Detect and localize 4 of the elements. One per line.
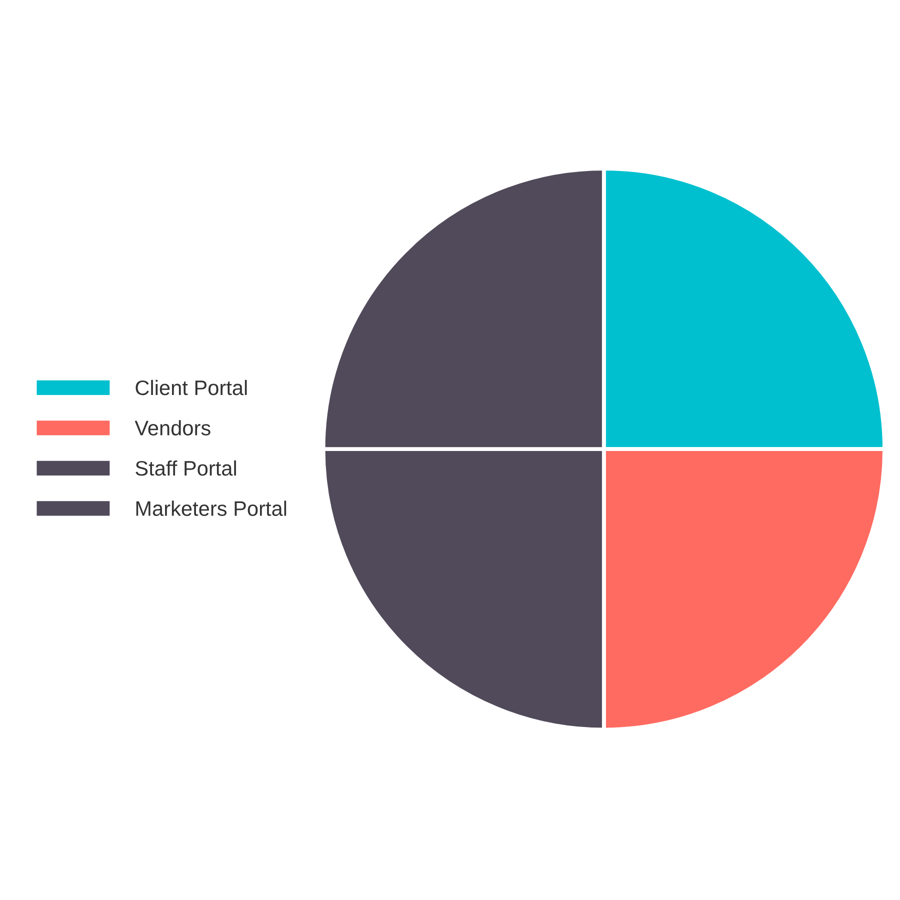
legend-label: Client Portal: [136, 380, 247, 396]
legend-label: Vendors: [134, 420, 210, 436]
legend-label: Marketers Portal: [136, 500, 286, 516]
legend-label: Staff Portal: [136, 460, 236, 476]
